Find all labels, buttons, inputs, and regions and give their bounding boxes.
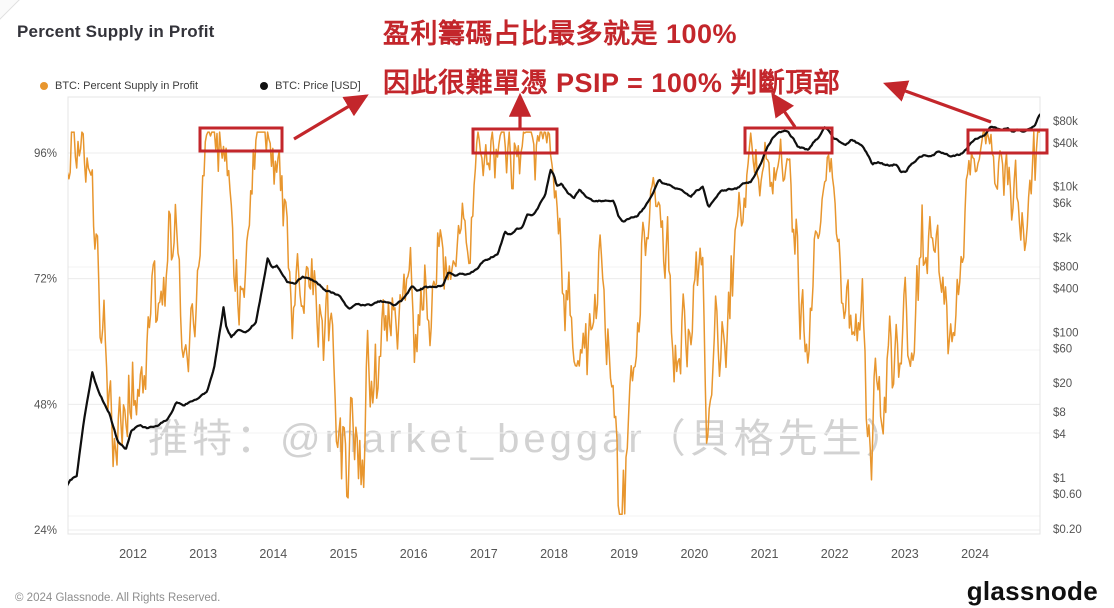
x-axis-tick: 2016 bbox=[400, 547, 428, 561]
x-axis-tick: 2020 bbox=[680, 547, 708, 561]
x-axis-tick: 2023 bbox=[891, 547, 919, 561]
x-axis-tick: 2019 bbox=[610, 547, 638, 561]
page-title: Percent Supply in Profit bbox=[17, 22, 215, 41]
legend-item-price: BTC: Price [USD] bbox=[260, 80, 361, 92]
price-legend-dot-icon bbox=[260, 82, 269, 90]
x-axis-tick: 2024 bbox=[961, 547, 989, 561]
annotation-arrow bbox=[293, 94, 369, 141]
left-axis-tick: 24% bbox=[34, 525, 57, 537]
highlight-box bbox=[471, 127, 559, 155]
left-axis-tick: 48% bbox=[34, 399, 57, 411]
glassnode-logo: glassnode bbox=[966, 576, 1098, 606]
legend: BTC: Percent Supply in Profit BTC: Price… bbox=[40, 80, 361, 92]
price-series-line bbox=[68, 113, 1040, 487]
x-axis-tick: 2014 bbox=[259, 547, 287, 561]
right-axis-tick: $400 bbox=[1053, 284, 1079, 296]
right-axis-tick: $800 bbox=[1053, 262, 1079, 274]
right-axis-tick: $60 bbox=[1053, 343, 1072, 355]
right-axis-tick: $6k bbox=[1053, 198, 1072, 210]
right-axis-tick: $0.60 bbox=[1053, 489, 1082, 501]
x-axis-tick: 2021 bbox=[751, 547, 779, 561]
right-axis-tick: $20 bbox=[1053, 378, 1072, 390]
annotation-text-line1: 盈利籌碼占比最多就是 100% bbox=[383, 19, 738, 49]
legend-label-price: BTC: Price [USD] bbox=[275, 80, 361, 92]
right-axis-tick: $40k bbox=[1053, 138, 1078, 150]
highlight-box bbox=[743, 126, 834, 155]
x-axis-tick: 2012 bbox=[119, 547, 147, 561]
left-axis-tick: 96% bbox=[34, 148, 57, 160]
right-axis-tick: $100 bbox=[1053, 327, 1079, 339]
plot-border bbox=[67, 96, 1041, 535]
psip-series-line bbox=[68, 131, 1040, 516]
copyright-text: © 2024 Glassnode. All Rights Reserved. bbox=[15, 592, 221, 604]
annotation-arrow bbox=[771, 92, 797, 128]
x-axis-tick: 2013 bbox=[189, 547, 217, 561]
right-axis-tick: $8 bbox=[1053, 407, 1066, 419]
right-axis-tick: $0.20 bbox=[1053, 524, 1082, 536]
left-axis-tick: 72% bbox=[34, 274, 57, 286]
right-axis-tick: $4 bbox=[1053, 429, 1066, 441]
legend-label-psip: BTC: Percent Supply in Profit bbox=[55, 80, 199, 92]
annotation-arrow bbox=[882, 80, 992, 124]
right-axis-tick: $80k bbox=[1053, 116, 1078, 128]
watermark: 推特：@market_beggar（貝格先生） bbox=[148, 417, 910, 461]
annotation-text-line2: 因此很難單憑 PSIP = 100% 判斷頂部 bbox=[383, 68, 841, 98]
psip-legend-dot-icon bbox=[40, 82, 48, 90]
right-axis-tick: $10k bbox=[1053, 182, 1078, 194]
x-axis-tick: 2017 bbox=[470, 547, 498, 561]
x-axis-tick: 2018 bbox=[540, 547, 568, 561]
legend-item-psip: BTC: Percent Supply in Profit bbox=[40, 80, 198, 92]
highlight-box bbox=[198, 126, 284, 153]
x-axis-tick: 2022 bbox=[821, 547, 849, 561]
highlight-box bbox=[966, 128, 1049, 155]
right-axis-tick: $2k bbox=[1053, 233, 1072, 245]
right-axis-tick: $1 bbox=[1053, 473, 1066, 485]
x-axis-tick: 2015 bbox=[330, 547, 358, 561]
